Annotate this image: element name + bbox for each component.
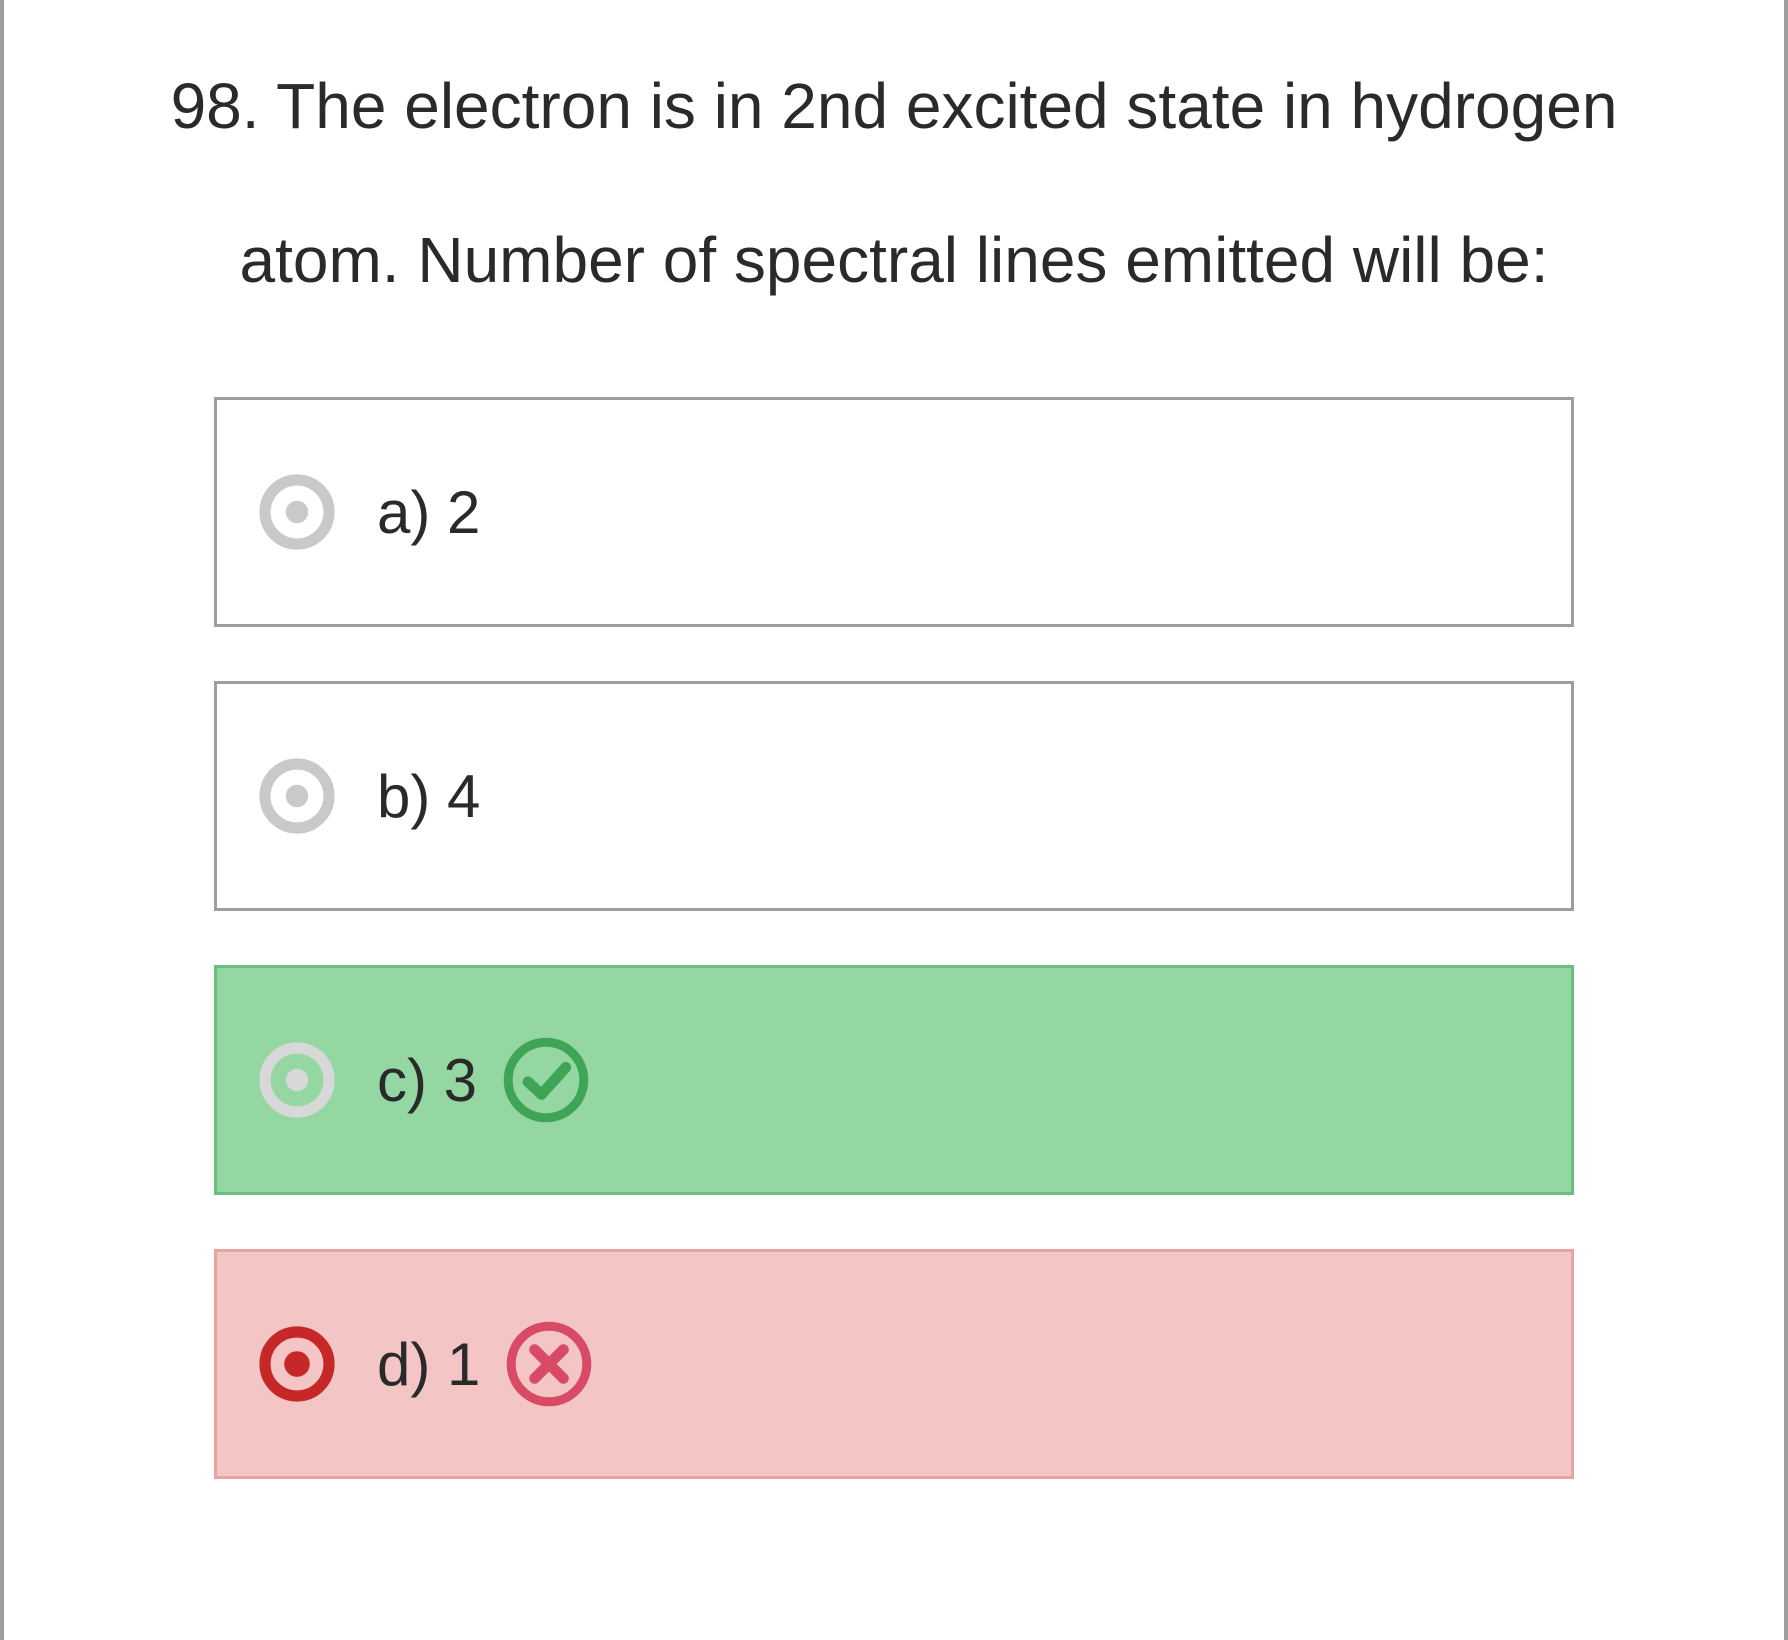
option-b[interactable]: b) 4 (214, 681, 1574, 911)
option-label: b) 4 (377, 762, 480, 831)
radio-icon (257, 1324, 337, 1404)
option-c[interactable]: c) 3 (214, 965, 1574, 1195)
check-icon (501, 1035, 591, 1125)
radio-icon (257, 756, 337, 836)
option-label: d) 1 (377, 1330, 480, 1399)
question-text: 98. The electron is in 2nd excited state… (114, 0, 1674, 397)
question-number: 98. (171, 70, 260, 142)
options-list: a) 2 b) 4 c) 3 (114, 397, 1674, 1479)
cross-icon (504, 1319, 594, 1409)
radio-icon (257, 1040, 337, 1120)
question-card: 98. The electron is in 2nd excited state… (0, 0, 1788, 1640)
option-label: a) 2 (377, 478, 480, 547)
option-label: c) 3 (377, 1046, 477, 1115)
option-a[interactable]: a) 2 (214, 397, 1574, 627)
question-body: The electron is in 2nd excited state in … (240, 70, 1618, 296)
option-d[interactable]: d) 1 (214, 1249, 1574, 1479)
radio-icon (257, 472, 337, 552)
